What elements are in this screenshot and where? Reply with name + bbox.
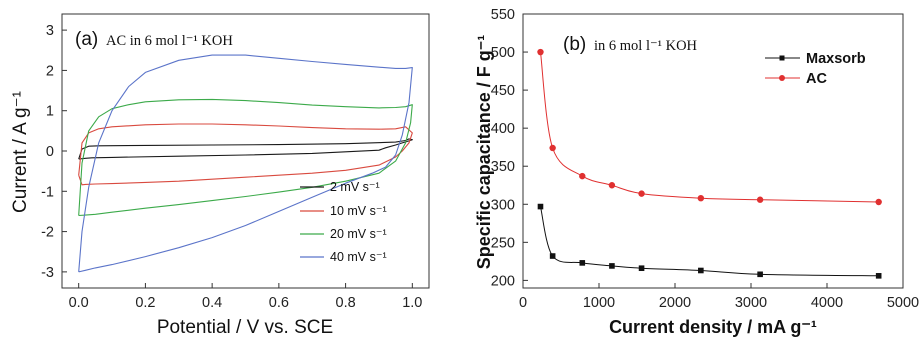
x-tick-label: 0.2 xyxy=(135,295,155,311)
y-tick-label: 300 xyxy=(491,197,515,213)
panel-b-y-axis-title: Specific capacitance / F g⁻¹ xyxy=(474,35,494,270)
panel-a-label: (a) xyxy=(75,29,98,50)
y-tick-label: 500 xyxy=(491,45,515,61)
x-tick-label: 5000 xyxy=(887,295,919,311)
cv-curve-series-3 xyxy=(78,54,413,273)
y-tick-label: 250 xyxy=(491,235,515,251)
panel-b-x-axis-title: Current density / mA g⁻¹ xyxy=(609,317,817,337)
x-tick-label: 3000 xyxy=(735,295,767,311)
data-point-maxsorb xyxy=(579,260,586,266)
panel-a-annotation: AC in 6 mol l⁻¹ KOH xyxy=(106,33,233,49)
y-tick-label: -1 xyxy=(41,184,54,200)
fit-line-ac xyxy=(540,52,879,203)
data-point-maxsorb xyxy=(757,271,763,278)
data-point-ac xyxy=(579,172,586,180)
legend-label-maxsorb: Maxsorb xyxy=(806,51,866,67)
data-point-maxsorb xyxy=(638,265,645,272)
data-point-maxsorb xyxy=(609,263,615,269)
legend-label-2mv: 2 mV s⁻¹ xyxy=(330,180,380,194)
panel-a-legend: 2 mV s⁻¹ 10 mV s⁻¹ 20 mV s⁻¹ 40 mV s⁻¹ xyxy=(300,180,387,264)
y-tick-label: -3 xyxy=(41,265,54,281)
panel-a-cv-curves: 0.0 0.2 0.4 0.6 0.8 1.0 -3 -2 -1 0 1 2 3 (a) AC in 6… xyxy=(10,13,430,338)
data-point-ac xyxy=(537,48,544,56)
x-tick-label: 4000 xyxy=(811,295,843,311)
cv-curve-series-2 xyxy=(78,98,413,217)
x-tick-label: 1000 xyxy=(583,295,615,311)
data-point-maxsorb xyxy=(698,267,704,274)
panel-b-annotation: in 6 mol l⁻¹ KOH xyxy=(594,38,698,54)
y-tick-label: 0 xyxy=(46,144,54,160)
panel-a-y-axis-title: Current / A g⁻¹ xyxy=(10,91,31,213)
cv-curve-series-1 xyxy=(78,123,413,186)
x-tick-label: 0.8 xyxy=(336,295,356,311)
panel-a-series-group xyxy=(78,54,413,273)
legend-swatch-ac-marker xyxy=(779,75,785,81)
x-tick-label: 0.6 xyxy=(269,295,289,311)
panel-a-x-axis-title: Potential / V vs. SCE xyxy=(157,317,333,338)
panel-b-plot-frame xyxy=(522,13,904,289)
y-tick-label: 1 xyxy=(46,104,54,120)
panel-b-ticks: 0 1000 2000 3000 4000 5000 200 250 300 350 400 450 5… xyxy=(491,7,919,311)
data-point-ac xyxy=(608,182,616,189)
panel-b-label: (b) xyxy=(563,34,586,55)
legend-label-40mv: 40 mV s⁻¹ xyxy=(330,250,387,264)
panel-b-capacitance: 0 1000 2000 3000 4000 5000 200 250 300 350 400 450 5… xyxy=(474,7,919,337)
data-point-ac xyxy=(697,194,705,202)
data-point-maxsorb xyxy=(549,253,556,259)
panel-b-series-group xyxy=(537,48,882,279)
y-tick-label: 3 xyxy=(46,23,54,39)
panel-b-legend: Maxsorb AC xyxy=(765,51,866,87)
data-point-ac xyxy=(638,190,645,197)
panel-a-ticks: 0.0 0.2 0.4 0.6 0.8 1.0 -3 -2 -1 0 1 2 3 xyxy=(41,23,422,311)
x-tick-label: 2000 xyxy=(659,295,691,311)
cv-curve-series-0 xyxy=(78,138,413,160)
data-point-maxsorb xyxy=(537,203,544,210)
y-tick-label: 400 xyxy=(491,121,515,137)
data-point-ac xyxy=(549,144,556,152)
y-tick-label: 200 xyxy=(491,273,515,289)
x-tick-label: 1.0 xyxy=(402,295,422,311)
fit-line-maxsorb xyxy=(540,206,879,277)
y-tick-label: 450 xyxy=(491,83,515,99)
legend-label-ac: AC xyxy=(806,71,827,87)
x-tick-label: 0 xyxy=(519,295,527,311)
data-point-maxsorb xyxy=(875,273,882,279)
x-tick-label: 0.0 xyxy=(69,295,89,311)
legend-label-10mv: 10 mV s⁻¹ xyxy=(330,204,387,218)
x-tick-label: 0.4 xyxy=(202,295,222,311)
y-tick-label: 550 xyxy=(491,7,515,23)
data-point-ac xyxy=(875,198,882,206)
data-point-ac xyxy=(756,196,764,203)
y-tick-label: 2 xyxy=(46,63,54,79)
y-tick-label: 350 xyxy=(491,159,515,175)
legend-label-20mv: 20 mV s⁻¹ xyxy=(330,227,387,241)
legend-swatch-maxsorb-marker xyxy=(779,55,785,61)
y-tick-label: -2 xyxy=(41,225,54,241)
